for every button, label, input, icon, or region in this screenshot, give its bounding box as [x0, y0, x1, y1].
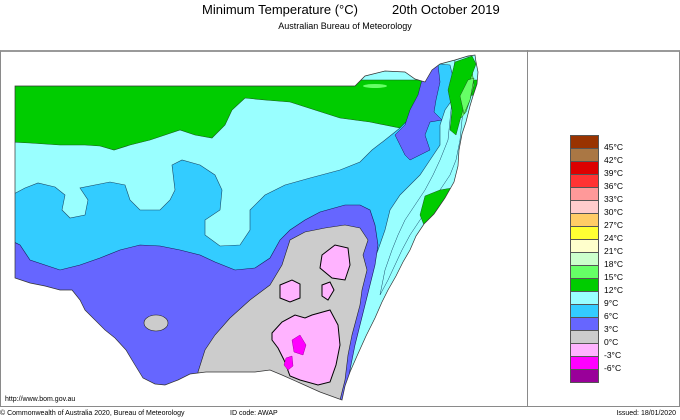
- legend-swatch: [570, 291, 599, 304]
- legend-swatch: [570, 187, 599, 200]
- legend-item: 3°C: [570, 317, 660, 334]
- legend-swatch: [570, 161, 599, 174]
- legend-item: -3°C: [570, 343, 660, 360]
- nsw-temperature-map: [1, 52, 526, 404]
- legend-item: 15°C: [570, 265, 660, 282]
- issued-date: Issued: 18/01/2020: [616, 410, 676, 417]
- legend-swatch: [570, 239, 599, 252]
- legend-swatch: [570, 252, 599, 265]
- id-code: ID code: AWAP: [230, 410, 278, 417]
- legend-item: 42°C: [570, 148, 660, 165]
- legend-swatch: [570, 265, 599, 278]
- title-variable: Minimum Temperature (°C): [202, 2, 358, 17]
- legend-swatch: [570, 174, 599, 187]
- legend-item: 39°C: [570, 161, 660, 178]
- legend-item: 30°C: [570, 200, 660, 217]
- legend-item: 9°C: [570, 291, 660, 308]
- legend-item: [570, 369, 660, 383]
- legend-swatch: [570, 226, 599, 239]
- legend-item: 21°C: [570, 239, 660, 256]
- bom-url-link[interactable]: http://www.bom.gov.au: [5, 396, 76, 403]
- legend-swatch: [570, 213, 599, 226]
- legend-swatch: [570, 135, 599, 148]
- legend-swatch: [570, 317, 599, 330]
- legend-swatch: [570, 148, 599, 161]
- legend-item: 27°C: [570, 213, 660, 230]
- legend-swatch: [570, 369, 599, 383]
- legend-item: 24°C: [570, 226, 660, 243]
- title-date: 20th October 2019: [392, 2, 500, 17]
- legend-swatch: [570, 304, 599, 317]
- legend-swatch: [570, 330, 599, 343]
- copyright-notice: © Commonwealth of Australia 2020, Bureau…: [0, 410, 185, 417]
- legend-swatch: [570, 200, 599, 213]
- map-title: Minimum Temperature (°C) 20th October 20…: [0, 2, 680, 18]
- legend-swatch: [570, 343, 599, 356]
- legend-item: 12°C: [570, 278, 660, 295]
- subtitle: Australian Bureau of Meteorology: [278, 21, 412, 31]
- legend-item: -6°C: [570, 356, 660, 373]
- legend-item: 45°C: [570, 135, 660, 152]
- legend-item: 36°C: [570, 174, 660, 191]
- legend-item: 0°C: [570, 330, 660, 347]
- legend-item: 33°C: [570, 187, 660, 204]
- legend-swatch: [570, 356, 599, 369]
- legend-divider: [527, 50, 528, 406]
- temperature-legend: 45°C 42°C 39°C 36°C 33°C 30°C 27°C 24°C …: [570, 135, 660, 383]
- legend-item: 6°C: [570, 304, 660, 321]
- legend-swatch: [570, 278, 599, 291]
- legend-item: 18°C: [570, 252, 660, 269]
